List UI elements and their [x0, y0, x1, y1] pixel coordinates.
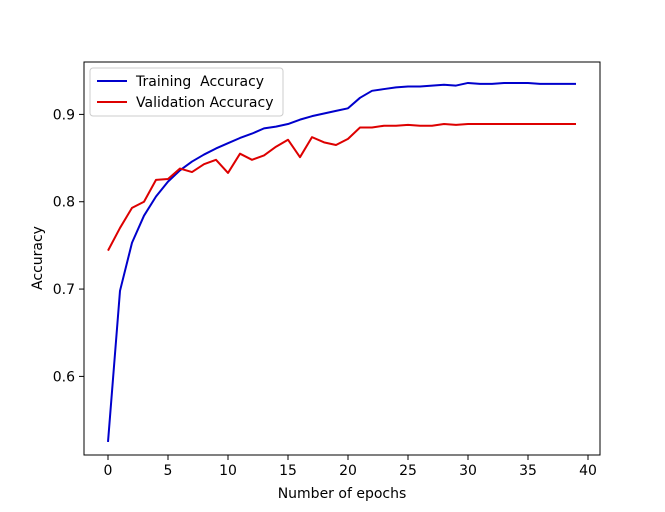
- x-tick-label: 40: [579, 463, 597, 479]
- x-tick-label: 25: [399, 463, 417, 479]
- legend-box: [89, 67, 284, 117]
- x-tick-label: 15: [279, 463, 297, 479]
- x-tick-label: 20: [339, 463, 357, 479]
- series-line-training: [107, 81, 576, 442]
- legend: Training Accuracy Validation Accuracy: [89, 67, 284, 117]
- y-axis-ticks: 0.6 0.7 0.8 0.9: [53, 107, 84, 385]
- legend-label-training: Training Accuracy: [135, 74, 264, 90]
- legend-label-validation: Validation Accuracy: [136, 95, 274, 111]
- x-tick-label: 35: [519, 463, 537, 479]
- x-axis-label: Number of epochs: [278, 486, 407, 502]
- y-tick-label: 0.8: [53, 195, 75, 211]
- y-axis-label: Accuracy: [30, 226, 46, 290]
- x-tick-label: 10: [219, 463, 237, 479]
- series-line-validation: [107, 123, 576, 252]
- series-lines: [107, 81, 576, 442]
- y-tick-label: 0.7: [53, 282, 75, 298]
- y-tick-label: 0.6: [53, 369, 75, 385]
- axes-frame: [83, 61, 601, 456]
- x-tick-label: 5: [164, 463, 173, 479]
- x-tick-label: 0: [104, 463, 113, 479]
- x-axis-ticks: 0 5 10 15 20 25 30 35 40: [104, 455, 597, 479]
- plot-area: [83, 61, 601, 456]
- y-tick-label: 0.9: [53, 107, 75, 123]
- x-tick-label: 30: [459, 463, 477, 479]
